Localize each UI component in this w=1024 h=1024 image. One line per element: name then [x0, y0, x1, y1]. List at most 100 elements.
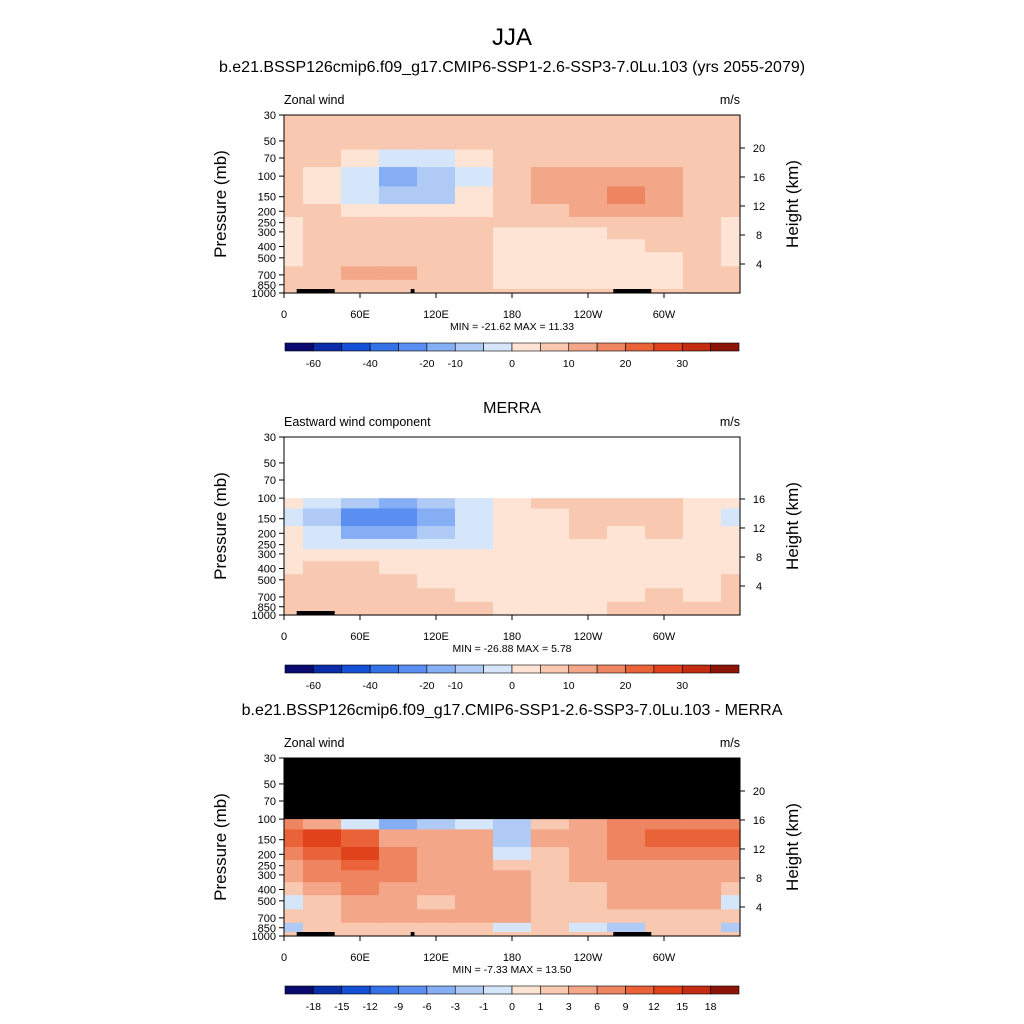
heatmap-cell — [607, 526, 646, 540]
height-tick-label: 4 — [756, 902, 762, 914]
heatmap-cell — [284, 931, 304, 937]
heatmap-cell — [417, 931, 456, 937]
heatmap-cell — [341, 508, 380, 527]
heatmap-cell — [569, 588, 608, 603]
y-tick-label: 70 — [264, 796, 276, 808]
colorbar-label: -6 — [422, 1001, 431, 1013]
heatmap-cell — [607, 186, 646, 205]
colorbar-swatch — [369, 985, 399, 995]
heatmap-cell — [493, 538, 532, 550]
heatmap-cell — [303, 266, 342, 281]
heatmap-cell — [284, 279, 304, 290]
heatmap-cell — [645, 588, 684, 603]
heatmap-cell — [284, 127, 304, 151]
heatmap-cell — [303, 538, 342, 550]
heatmap-cell — [645, 227, 684, 240]
heatmap-cell — [284, 252, 304, 267]
heatmap-cell — [569, 186, 608, 205]
colorbar-label: -40 — [363, 358, 378, 370]
heatmap-cell — [721, 526, 741, 540]
colorbar-swatch — [625, 985, 655, 995]
heatmap-cell — [645, 895, 684, 910]
heatmap-cell — [531, 931, 570, 937]
colorbar-swatch — [398, 664, 428, 674]
y-tick-label: 250 — [258, 540, 276, 552]
y-axis-label: Pressure (mb) — [211, 150, 230, 258]
heatmap-cell — [417, 561, 456, 575]
colorbar-swatch — [596, 342, 626, 352]
heatmap-cell — [721, 859, 741, 871]
colorbar-swatch — [710, 664, 740, 674]
y-tick-label: 150 — [258, 192, 276, 204]
heatmap-cell — [284, 829, 304, 848]
colorbar-label: 10 — [563, 358, 575, 370]
heatmap-cell — [455, 922, 494, 933]
colorbar-swatch — [681, 342, 711, 352]
heatmap-cell — [569, 574, 608, 589]
topography-mask — [613, 289, 652, 293]
heatmap-cell — [493, 601, 532, 612]
heatmap-cell — [607, 847, 646, 861]
colorbar: -60 -40 -20 -10 0 10 20 30 — [284, 342, 740, 370]
heatmap-cell — [645, 216, 684, 228]
colorbar-swatch — [313, 985, 343, 995]
heatmap-cell — [284, 588, 304, 603]
colorbar-swatch — [511, 985, 541, 995]
heatmap-cell — [417, 610, 456, 616]
heatmap-cell — [303, 239, 342, 253]
heatmap-cell — [341, 922, 380, 933]
heatmap-cell — [721, 909, 741, 924]
heatmap-cell — [607, 909, 646, 924]
heatmap-cell — [455, 216, 494, 228]
heatmap-cell — [569, 216, 608, 228]
heatmap-cell — [379, 882, 418, 896]
x-tick-label: 120W — [574, 952, 603, 964]
topography-mask — [410, 289, 415, 293]
heatmap-cell — [721, 279, 741, 290]
x-tick-label: 120W — [574, 309, 603, 321]
heatmap-cell — [341, 870, 380, 883]
colorbar-label: 3 — [566, 1001, 572, 1013]
heatmap-cell — [531, 922, 570, 933]
heatmap-cell — [341, 561, 380, 575]
heatmap-cell — [303, 829, 342, 848]
heatmap-cell — [607, 819, 646, 831]
heatmap-cell — [531, 859, 570, 871]
heatmap-cell — [645, 538, 684, 550]
heatmap-cell — [683, 227, 722, 240]
colorbar-swatch — [454, 985, 484, 995]
heatmap-cell — [607, 167, 646, 187]
heatmap-cell — [645, 266, 684, 281]
height-tick-label: 8 — [756, 873, 762, 885]
colorbar-label: -12 — [363, 1001, 378, 1013]
heatmap-cell — [379, 227, 418, 240]
missing-data-region — [284, 437, 740, 499]
y-tick-label: 400 — [258, 884, 276, 896]
heatmap-cell — [455, 538, 494, 550]
colorbar-swatch — [454, 342, 484, 352]
heatmap-cell — [607, 498, 646, 510]
heatmap-cell — [303, 922, 342, 933]
heatmap-cell — [607, 610, 646, 616]
heatmap-cell — [341, 847, 380, 861]
heatmap-cell — [455, 819, 494, 831]
colorbar-label: 12 — [648, 1001, 660, 1013]
heatmap-cell — [303, 574, 342, 589]
height-tick-label: 16 — [753, 815, 765, 827]
heatmap-cell — [645, 931, 684, 937]
heatmap-cell — [379, 526, 418, 540]
heatmap-cell — [683, 819, 722, 831]
heatmap-cell — [303, 882, 342, 896]
heatmap-cell — [455, 115, 494, 129]
heatmap-cell — [531, 149, 570, 168]
heatmap-cell — [303, 847, 342, 861]
right-axis-label: Height (km) — [783, 803, 802, 891]
heatmap-cell — [284, 149, 304, 168]
heatmap-cell — [607, 588, 646, 603]
colorbar-swatch — [653, 664, 683, 674]
x-tick-label: 60W — [653, 952, 676, 964]
topography-mask — [322, 289, 335, 293]
colorbar-swatch — [681, 664, 711, 674]
topography-mask — [322, 932, 335, 936]
